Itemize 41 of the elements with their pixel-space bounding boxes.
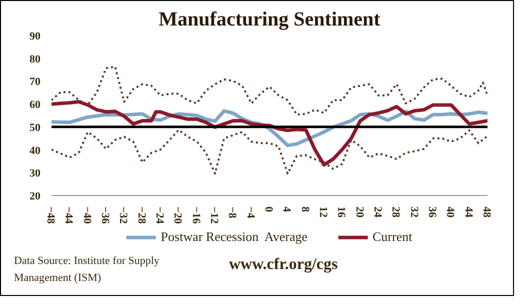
x-tick-label: −4	[244, 206, 256, 219]
x-tick-label: −16	[190, 206, 202, 224]
y-tick-label: 20	[30, 190, 41, 202]
x-tick-label: 16	[335, 206, 348, 218]
x-tick-label: 12	[317, 206, 329, 218]
y-tick-label: 30	[30, 168, 41, 180]
x-tick-label: 44	[462, 206, 474, 218]
x-tick-label: 20	[353, 206, 366, 218]
line-series	[52, 100, 488, 167]
y-tick-label: 80	[30, 53, 41, 66]
x-tick-label: 8	[298, 206, 311, 212]
y-tick-label: 90	[30, 30, 41, 42]
x-tick-label: 0	[262, 206, 274, 212]
source-note: Data Source: Institute for Supply Management (ISM)	[14, 254, 160, 286]
line-series	[52, 128, 488, 175]
x-tick-label: −8	[226, 206, 238, 219]
text: www.cfr.org/cgs	[229, 255, 338, 275]
x-tick-label: −32	[117, 206, 130, 224]
y-tick-label: 70	[30, 76, 41, 88]
x-tick-label: −28	[135, 206, 148, 224]
x-tick-label: −20	[172, 206, 184, 224]
y-tick-label: 50	[30, 122, 41, 134]
x-tick-label: −12	[208, 206, 220, 224]
x-tick-label: −48	[44, 206, 56, 224]
x-tick-label: 28	[390, 206, 402, 218]
x-tick-label: −24	[154, 206, 166, 224]
y-tick-label: 40	[30, 144, 41, 157]
legend-label: Postwar Recession Average	[160, 229, 308, 245]
line-series	[52, 66, 488, 116]
legend-label: Current	[372, 229, 412, 245]
x-tick-label: 24	[372, 206, 384, 218]
x-tick-label: 48	[480, 206, 492, 218]
x-tick-label: 4	[280, 206, 293, 212]
x-tick-label: −36	[99, 206, 111, 224]
x-tick-label: −40	[80, 206, 93, 224]
chart-title: Manufacturing Sentiment	[158, 8, 381, 30]
x-tick-label: 36	[426, 206, 438, 218]
x-tick-label: 32	[408, 206, 420, 218]
y-tick-label: 60	[30, 99, 41, 112]
x-tick-label: 40	[444, 206, 456, 218]
x-tick-label: −44	[62, 206, 75, 224]
